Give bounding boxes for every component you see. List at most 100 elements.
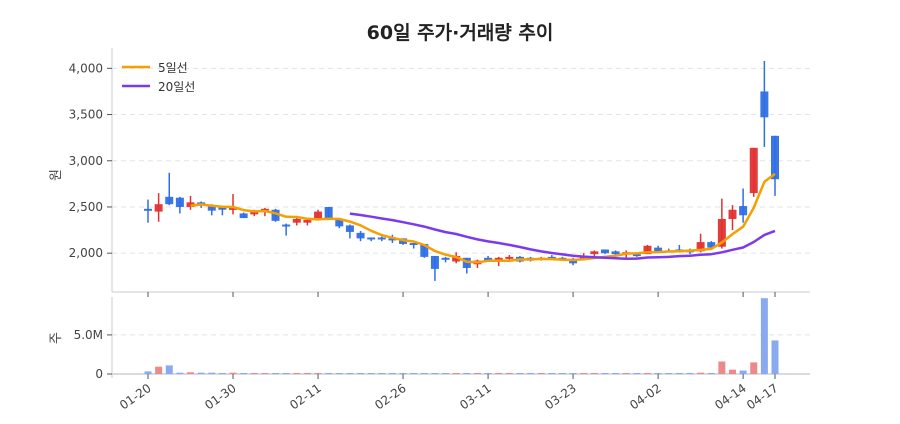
candle-body [749,147,758,194]
candle-body [175,197,184,207]
volume-bar [176,372,184,374]
candle-body [420,243,429,257]
volume-bar [622,373,630,374]
volume-bar [612,373,620,374]
legend: 5일선 20일선 [122,61,195,94]
volume-bar [442,373,450,374]
candle-body [292,218,301,223]
candle-body [484,257,493,261]
candle-body [696,242,705,252]
volume-bar [739,370,747,374]
candle-body [430,255,439,269]
price-tick-label: 2,000 [69,246,103,260]
volume-bar [601,373,609,374]
volume-bar [431,373,439,374]
candle-body [452,255,461,262]
candle-body [144,208,152,211]
price-tick-label: 3,500 [69,108,103,122]
volume-bar [760,298,768,374]
volume-bar [144,371,152,374]
candle-body [632,254,641,257]
volume-bar [728,369,736,374]
candle-body [229,207,238,210]
volume-bar [165,365,173,374]
volume-bar [155,366,163,374]
volume-bar [452,373,460,374]
x-tick-label: 02-11 [287,381,324,412]
x-tick-label: 03-11 [457,381,494,412]
price-axis-label: 원 [49,169,64,181]
candle-body [505,256,514,259]
volume-bar [463,373,471,374]
volume-bar [473,373,481,374]
volume-bar [250,373,258,374]
x-tick-label: 04-02 [627,381,664,412]
volume-bar [357,373,365,374]
candle-body [643,245,652,255]
candle-body [207,205,216,211]
volume-bar [229,372,237,374]
volume-bar [505,373,513,374]
volume-axis-label: 주 [49,332,64,344]
legend-ma20-label: 20일선 [158,80,195,94]
candle-body [154,204,163,212]
volume-bar [771,340,779,374]
ma20-line [349,212,776,260]
price-tick-label: 3,000 [69,154,103,168]
candle-body [324,206,333,219]
candle-body [600,249,609,254]
volume-bar [410,373,418,374]
candle-body [728,209,737,219]
volume-bar [346,373,354,374]
volume-bar [675,373,683,374]
volume-bar [208,372,216,374]
volume-tick-label: 0 [95,367,103,381]
volume-bar [569,373,577,374]
volume-bar [303,373,311,374]
candle-body [282,224,291,227]
candle-body [739,206,748,216]
volume-bar [707,373,715,374]
volume-bar [633,373,641,374]
candle-body [356,232,365,239]
x-tick-label: 02-26 [372,381,409,412]
volume-bar [378,373,386,374]
price-tick-label: 4,000 [69,61,103,75]
volume-bar [548,373,556,374]
ma5-line [190,172,776,264]
x-tick-label: 01-30 [202,381,239,412]
candle-body [239,213,248,219]
volume-bar [654,373,662,374]
volume-bar [282,373,290,374]
volume-bar [367,373,375,374]
volume-bar [580,373,588,374]
volume-bar [314,373,322,374]
candle-body [611,251,620,255]
volume-bar [399,373,407,374]
candle-body [377,237,386,240]
volume-bar [388,373,396,374]
volume-bar [325,373,333,374]
volume-bar [643,373,651,374]
volume-bar [484,373,492,374]
candle-body [409,243,418,246]
candle-body [441,257,450,260]
volume-bar [590,373,598,374]
volume-bar [516,373,524,374]
volume-bar [718,361,726,374]
candle-body [345,225,354,232]
volume-bar [197,372,205,374]
candle-body [335,219,344,227]
x-tick-label: 01-20 [117,381,154,412]
candle-body [771,135,779,180]
volume-bar [495,373,503,374]
candle-body [494,257,503,260]
volume-bar [218,373,226,374]
price-tick-label: 2,500 [69,200,103,214]
volume-bar [686,373,694,374]
volume-bar [697,372,705,374]
candle-body [271,209,280,221]
x-tick-label: 03-23 [542,381,579,412]
